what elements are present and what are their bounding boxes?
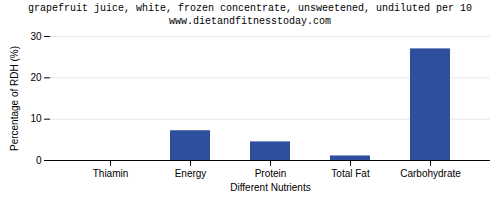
svg-text:Percentage of RDH (%): Percentage of RDH (%) [9,46,20,151]
svg-text:Thiamin: Thiamin [93,168,129,179]
html-text:grapefruit juice, white, froze: grapefruit juice, white, frozen concentr… [28,3,472,14]
svg-text:0: 0 [36,155,42,166]
svg-text:Carbohydrate: Carbohydrate [400,168,461,179]
html-text:www.dietandfitnesstoday.com: www.dietandfitnesstoday.com [169,16,331,27]
svg-text:Protein: Protein [255,168,287,179]
svg-text:Different Nutrients: Different Nutrients [230,182,310,193]
svg-text:30: 30 [30,31,42,42]
svg-text:10: 10 [30,113,42,124]
svg-text:20: 20 [30,72,42,83]
svg-text:Energy: Energy [175,168,207,179]
svg-text:Total Fat: Total Fat [331,168,370,179]
